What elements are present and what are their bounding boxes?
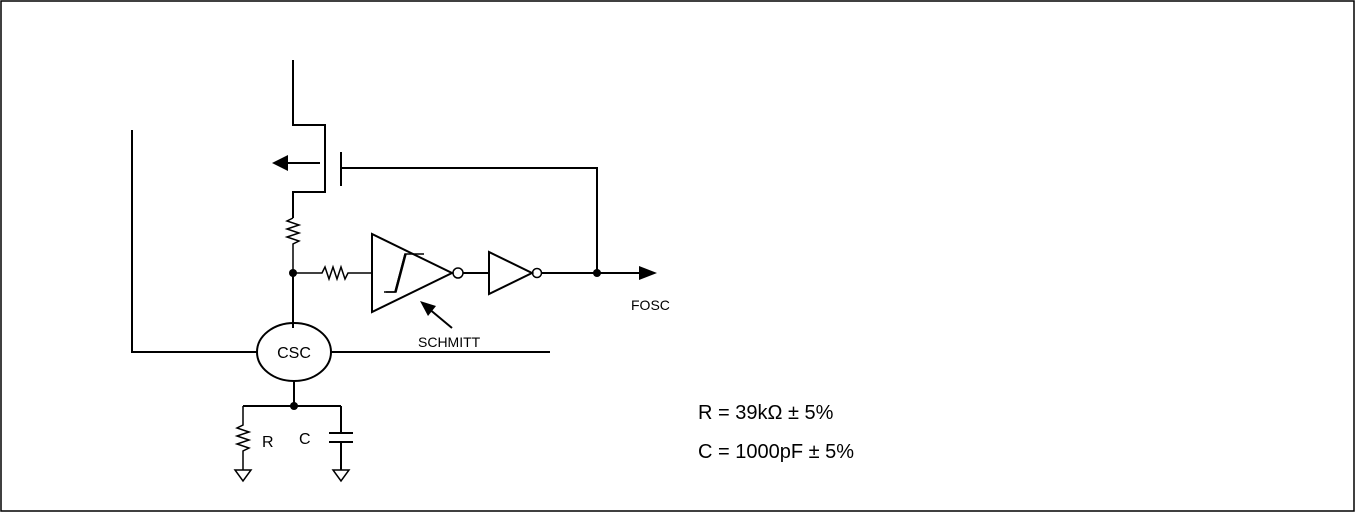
- csc-label: CSC: [277, 345, 311, 362]
- output-node: [593, 269, 601, 277]
- inverter-buffer: [488, 250, 543, 296]
- capacitor-spec: C = 1000pF ± 5%: [698, 441, 854, 463]
- c-label: C: [299, 431, 311, 448]
- schmitt-trigger: [371, 232, 464, 314]
- left-rail-wire: [131, 130, 257, 353]
- input-resistor: [293, 264, 372, 282]
- ground-icon: [233, 469, 253, 483]
- r-label: R: [262, 434, 274, 451]
- schmitt-label: SCHMITT: [418, 334, 481, 350]
- timing-capacitor: [329, 406, 353, 470]
- resistor-spec: R = 39kΩ ± 5%: [698, 402, 834, 424]
- schmitt-pointer-arrow-icon: [420, 301, 453, 329]
- output-arrow-icon: [639, 266, 657, 280]
- pullup-resistor: [284, 217, 302, 273]
- ground-icon: [331, 469, 351, 483]
- arrow-left-icon: [272, 155, 320, 171]
- fosc-label: FOSC: [631, 297, 670, 313]
- timing-resistor: [234, 406, 252, 470]
- p-channel-transistor: [272, 60, 598, 273]
